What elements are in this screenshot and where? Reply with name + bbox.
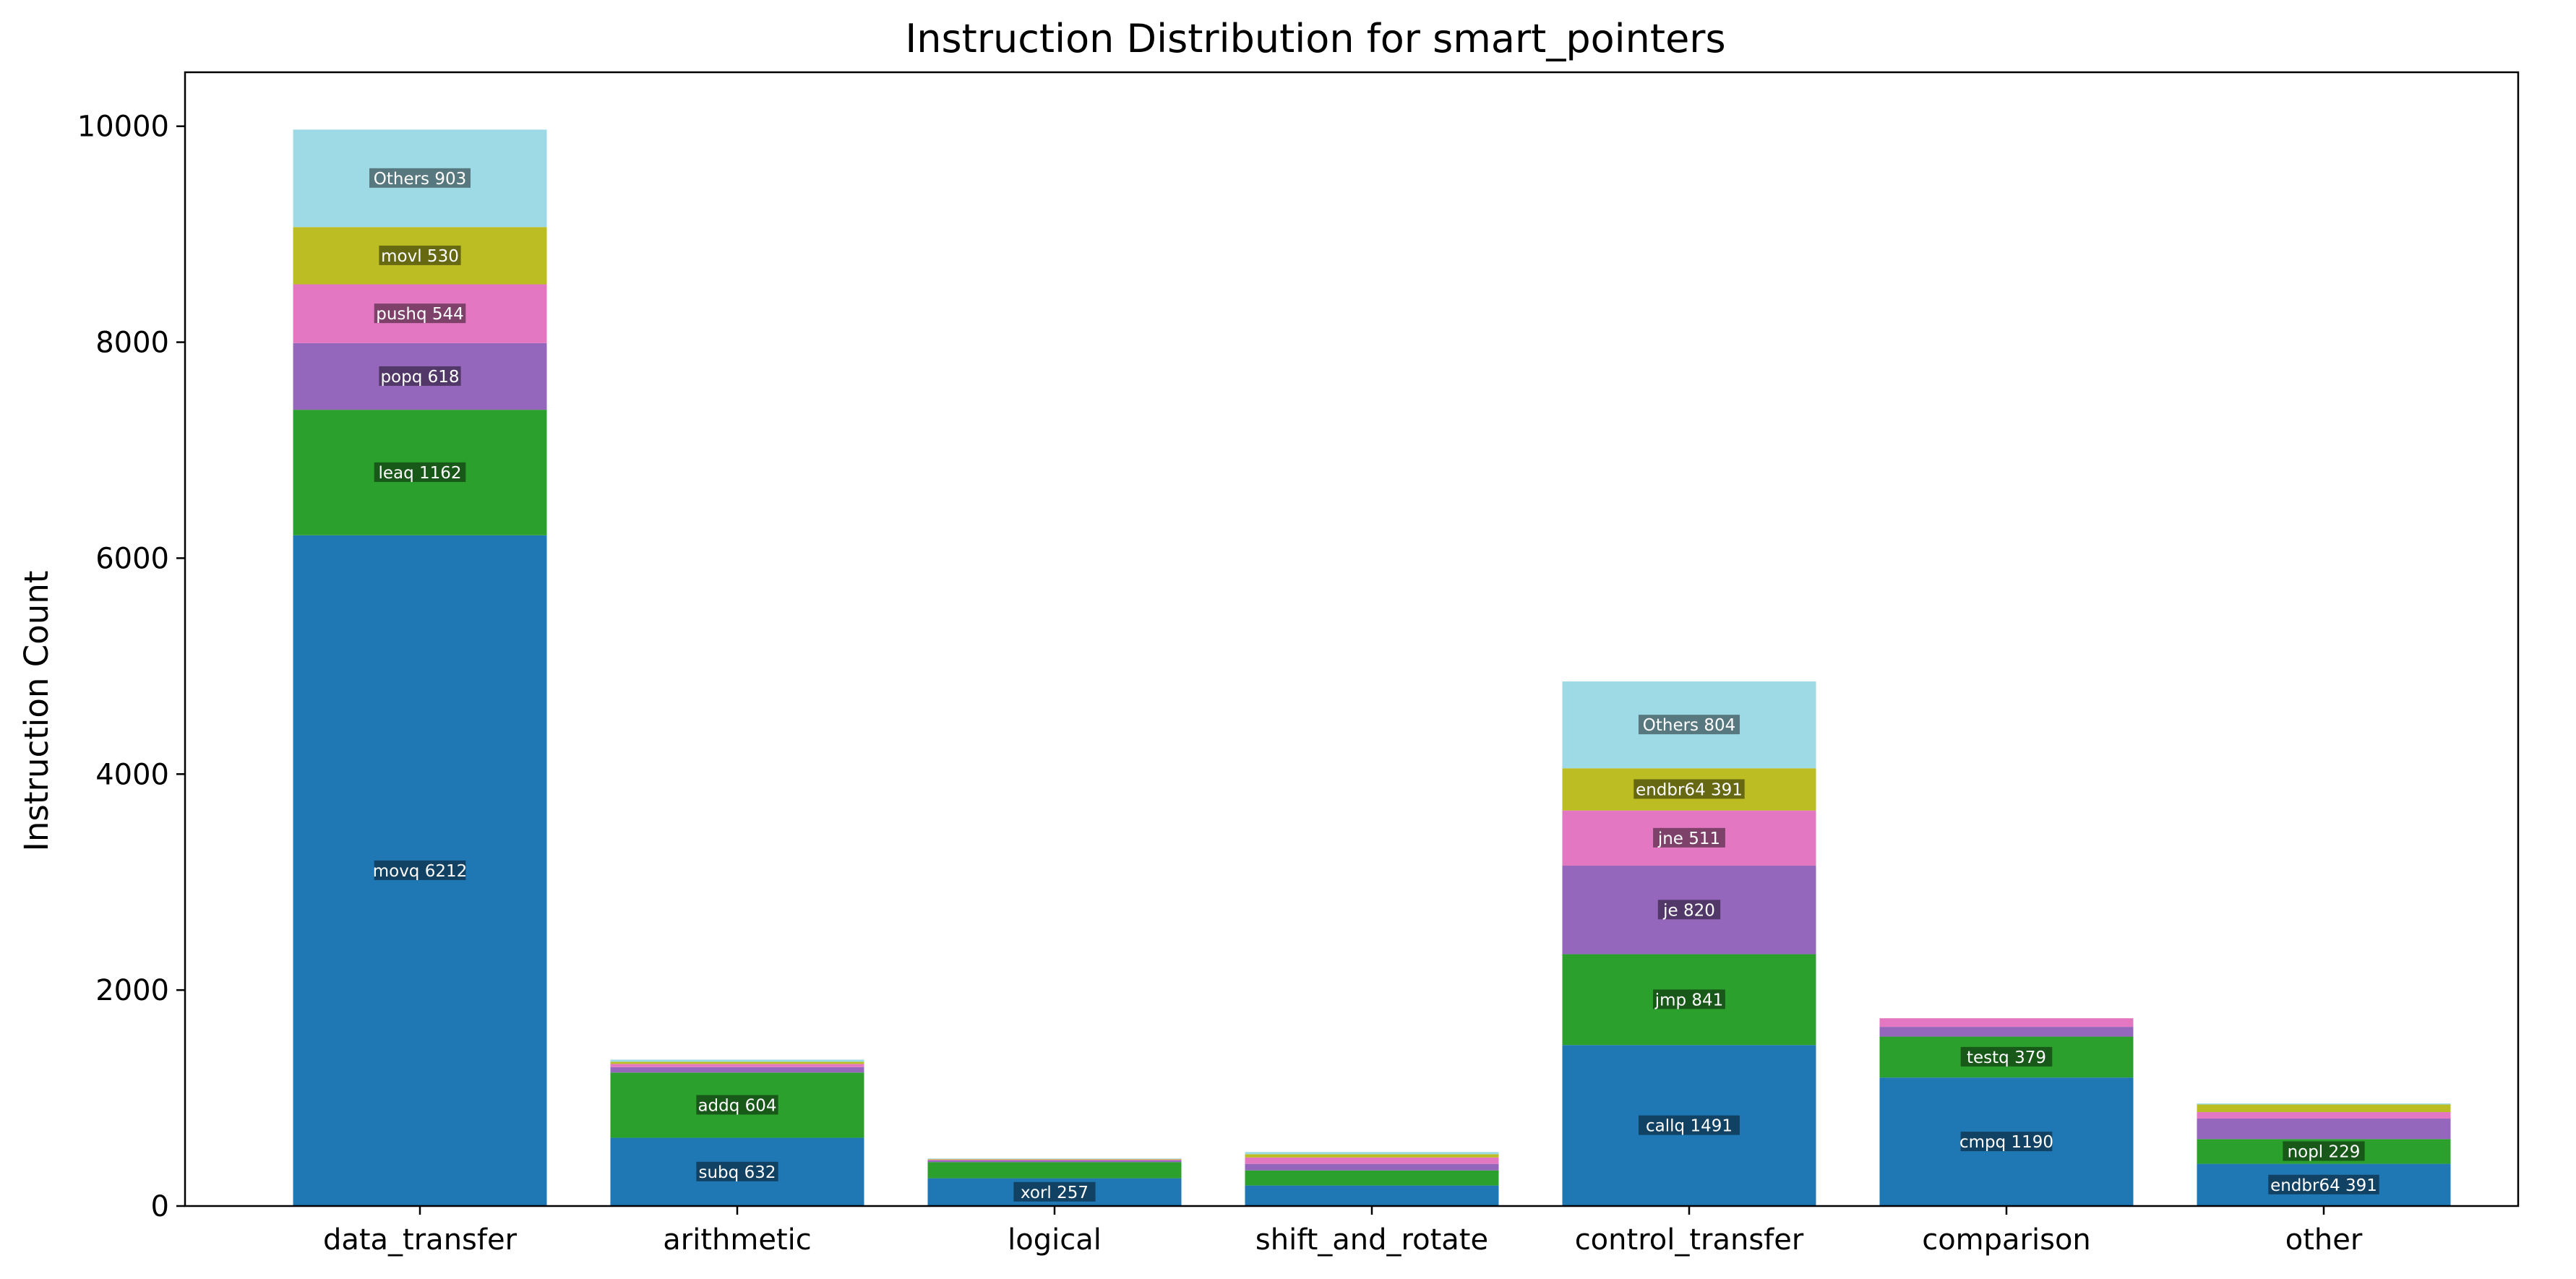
y-tick-label: 2000	[95, 974, 169, 1007]
bar-segment-control_transfer-3	[1562, 810, 1816, 866]
segment-label-bg	[369, 168, 471, 188]
segment-label-bg	[1657, 900, 1721, 920]
bar-segment-data_transfer-5	[293, 129, 547, 228]
segment-label: je 820	[1662, 901, 1715, 920]
y-tick-label: 10000	[77, 111, 169, 144]
segment-label-bg	[1653, 989, 1725, 1009]
bar-segment-control_transfer-5	[1562, 681, 1816, 769]
bar-segment-data_transfer-3	[293, 284, 547, 343]
x-tick-label-other: other	[2285, 1223, 2363, 1257]
plot-frame	[184, 71, 2520, 1207]
bar-segment-other-3	[2197, 1111, 2451, 1119]
segment-label: movq 6212	[373, 862, 468, 881]
bar-segment-arithmetic-2	[610, 1067, 864, 1073]
bar-segment-other-0	[2197, 1163, 2451, 1206]
segment-label: popq 618	[380, 368, 459, 387]
segment-label-bg	[2268, 1174, 2379, 1194]
segment-label-bg	[379, 366, 461, 386]
bar-segment-arithmetic-0	[610, 1137, 864, 1206]
y-tick-label: 8000	[95, 327, 169, 360]
bar-segment-comparison-0	[1879, 1077, 2134, 1206]
bar-segment-logical-5	[927, 1158, 1182, 1159]
segment-label: Others 804	[1643, 716, 1736, 735]
segment-label: leaq 1162	[378, 464, 461, 483]
segment-label: endbr64 391	[2270, 1176, 2377, 1195]
bar-segment-control_transfer-0	[1562, 1045, 1816, 1206]
segment-label: movl 530	[381, 247, 459, 266]
x-tick-label-comparison: comparison	[1922, 1223, 2091, 1257]
bar-segment-control_transfer-4	[1562, 768, 1816, 811]
x-tick-label-data_transfer: data_transfer	[323, 1223, 518, 1257]
segment-label-bg	[1960, 1046, 2053, 1067]
segment-label: jmp 841	[1654, 991, 1724, 1009]
bar-segment-arithmetic-5	[610, 1059, 864, 1062]
segment-labels-group: movq 6212 leaq 1162 popq 618 pushq 544 movl …	[369, 168, 2379, 1202]
bar-segment-shift_and_rotate-2	[1245, 1163, 1499, 1171]
x-tick-label-control_transfer: control_transfer	[1575, 1223, 1804, 1257]
segment-label: subq 632	[699, 1163, 776, 1182]
segment-label-bg	[1960, 1132, 2053, 1152]
segment-label-bg	[374, 462, 466, 482]
bar-segment-logical-1	[927, 1162, 1182, 1179]
bar-segment-shift_and_rotate-3	[1245, 1157, 1499, 1164]
segment-label: nopl 229	[2288, 1142, 2361, 1161]
bar-segment-shift_and_rotate-0	[1245, 1185, 1499, 1206]
segment-label-bg	[2283, 1141, 2365, 1161]
x-tick-label-shift_and_rotate: shift_and_rotate	[1255, 1223, 1488, 1257]
y-tick-label: 4000	[95, 758, 169, 791]
segment-label: testq 379	[1967, 1048, 2046, 1067]
bar-segment-arithmetic-4	[610, 1061, 864, 1064]
bars-group	[293, 129, 2451, 1206]
bar-segment-other-4	[2197, 1104, 2451, 1112]
chart-title: Instruction Distribution for smart_point…	[905, 16, 1725, 61]
bar-segment-control_transfer-2	[1562, 866, 1816, 955]
segment-label: addq 604	[697, 1096, 776, 1115]
bar-segment-shift_and_rotate-4	[1245, 1154, 1499, 1158]
bar-segment-data_transfer-2	[293, 343, 547, 410]
bar-segment-shift_and_rotate-1	[1245, 1170, 1499, 1186]
bar-segment-data_transfer-1	[293, 410, 547, 535]
bar-segment-arithmetic-3	[610, 1064, 864, 1067]
y-tick-label: 0	[151, 1190, 169, 1223]
bar-segment-comparison-1	[1879, 1036, 2134, 1078]
bar-segment-comparison-2	[1879, 1027, 2134, 1037]
segment-label: pushq 544	[376, 305, 464, 324]
bar-segment-other-1	[2197, 1139, 2451, 1164]
x-axis: data_transfer arithmetic logical shift_and_…	[323, 1206, 2363, 1257]
bar-segment-other-2	[2197, 1118, 2451, 1140]
segment-label: cmpq 1190	[1959, 1133, 2053, 1152]
segment-label: xorl 257	[1021, 1184, 1089, 1202]
segment-label-bg	[374, 303, 466, 324]
segment-label-bg	[1633, 779, 1745, 799]
bar-segment-logical-2	[927, 1160, 1182, 1163]
bar-segment-comparison-3	[1879, 1018, 2134, 1028]
bar-segment-control_transfer-1	[1562, 954, 1816, 1046]
bar-segment-logical-4	[927, 1158, 1182, 1160]
segment-label-bg	[374, 860, 466, 880]
bar-segment-logical-0	[927, 1178, 1182, 1206]
bar-segment-data_transfer-0	[293, 535, 547, 1206]
segment-label-bg	[1653, 827, 1725, 848]
segment-label-bg	[1639, 1115, 1740, 1135]
segment-label-bg	[696, 1161, 778, 1181]
y-axis: 0 2000 4000 6000 8000 10000	[77, 111, 185, 1223]
segment-label-bg	[696, 1095, 778, 1115]
y-axis-title: Instruction Count	[17, 571, 56, 852]
segment-label-bg	[1639, 715, 1740, 735]
x-tick-label-arithmetic: arithmetic	[663, 1223, 811, 1257]
x-tick-label-logical: logical	[1008, 1223, 1102, 1257]
segment-label: Others 903	[374, 170, 467, 189]
segment-label-bg	[1013, 1181, 1096, 1202]
bar-segment-data_transfer-4	[293, 227, 547, 285]
bar-segment-arithmetic-1	[610, 1072, 864, 1138]
segment-label: endbr64 391	[1636, 780, 1743, 799]
segment-label: jne 511	[1657, 830, 1720, 848]
segment-label-bg	[379, 245, 461, 265]
bar-segment-other-5	[2197, 1103, 2451, 1105]
y-tick-label: 6000	[95, 542, 169, 575]
bar-segment-shift_and_rotate-5	[1245, 1152, 1499, 1155]
segment-label: callq 1491	[1646, 1117, 1733, 1136]
